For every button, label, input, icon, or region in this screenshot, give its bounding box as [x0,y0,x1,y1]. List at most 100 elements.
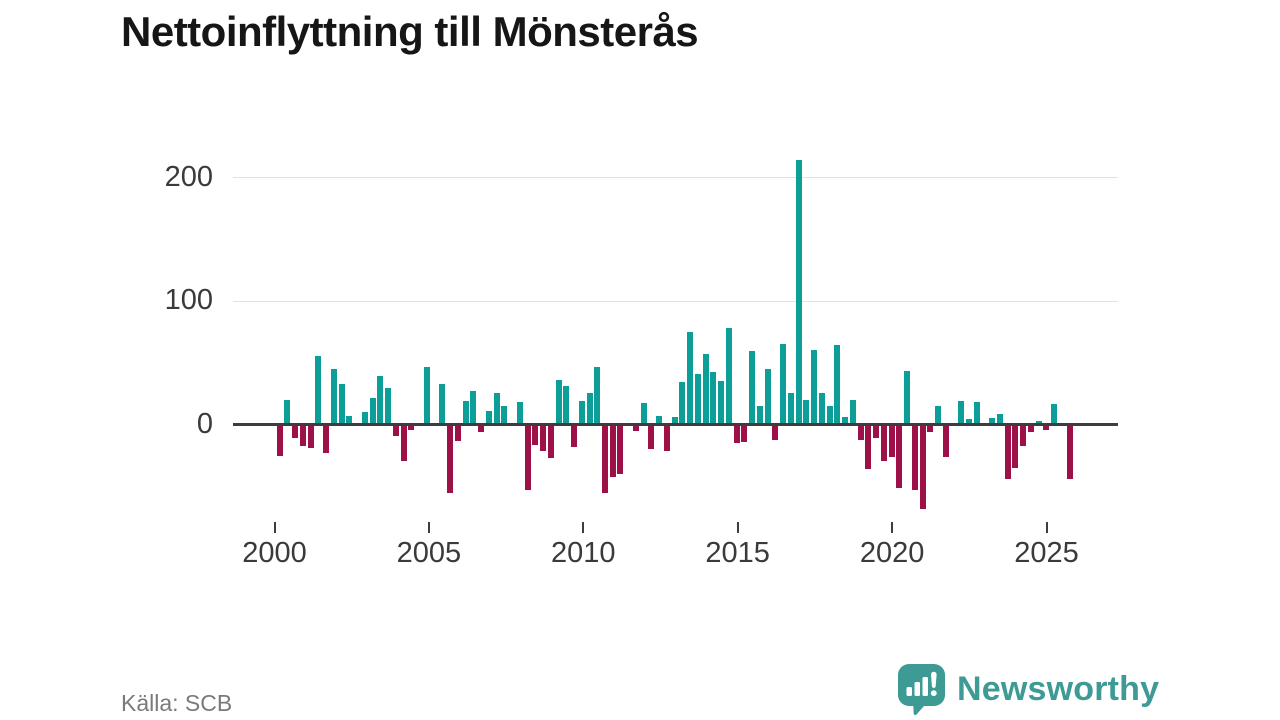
bar-2017-Q4 [826,405,833,423]
bar-2012-Q1 [648,426,655,450]
bar-2000-Q3 [292,426,299,439]
bar-2011-Q1 [617,426,624,475]
bar-2020-Q1 [896,426,903,488]
x-axis-label-2010: 2010 [551,537,616,569]
bar-2000-Q4 [299,426,306,446]
x-axis-tick-2005 [427,522,430,533]
bar-2021-Q3 [942,426,949,457]
bar-2001-Q4 [330,368,337,423]
x-axis-label-2020: 2020 [859,537,925,569]
bar-2013-Q3 [694,373,701,423]
bar-2001-Q1 [307,426,314,449]
bar-2005-Q3 [447,426,454,493]
bar-2006-Q1 [462,400,469,423]
bar-2004-Q2 [408,426,415,430]
bar-2009-Q2 [563,385,570,423]
bar-2003-Q1 [369,398,376,423]
bar-2023-Q3 [1004,426,1011,480]
bar-2022-Q2 [966,419,972,423]
bar-2013-Q1 [679,382,686,423]
source-caption: Källa: SCB [121,690,233,716]
bar-2013-Q2 [687,331,694,423]
bar-2003-Q2 [377,376,384,423]
bar-2009-Q1 [555,379,562,423]
bar-2019-Q2 [873,426,880,439]
gridline-y200 [233,177,1118,179]
x-axis-tick-2025 [1045,522,1048,533]
bar-2020-Q2 [904,371,911,423]
x-axis-tick-2020 [891,522,894,533]
bar-2011-Q4 [640,403,647,423]
x-axis-zero-line [233,423,1118,426]
bar-2013-Q4 [702,353,709,423]
x-axis-tick-2015 [736,522,739,533]
bar-2016-Q4 [795,160,802,423]
bar-2005-Q4 [454,426,461,441]
bar-2019-Q4 [888,426,895,457]
bar-2020-Q4 [919,426,926,509]
bar-2004-Q1 [400,426,407,461]
bar-2024-Q3 [1035,420,1042,423]
newsworthy-logo-text: Newsworthy [957,669,1160,708]
x-axis-label-2015: 2015 [705,537,770,569]
bar-2007-Q1 [493,393,500,423]
bar-2006-Q2 [470,390,477,423]
bar-2010-Q3 [601,426,608,493]
bar-2019-Q3 [880,426,887,461]
bar-2011-Q3 [632,426,639,431]
bar-2017-Q2 [811,350,818,423]
newsworthy-speech-bubble-bar-chart-icon [898,664,945,715]
bar-2016-Q3 [787,393,794,423]
bar-2003-Q3 [385,388,392,423]
bar-2024-Q4 [1043,426,1050,430]
bar-2000-Q1 [276,426,283,456]
bar-2006-Q3 [478,426,485,433]
bar-2003-Q4 [392,426,399,436]
y-axis-label-0: 0 [196,407,213,440]
bar-2015-Q3 [756,405,763,423]
bar-2008-Q1 [524,426,531,491]
bar-2024-Q2 [1027,426,1034,433]
y-axis-label-200: 200 [164,160,213,193]
bar-2022-Q1 [958,400,965,423]
bar-2007-Q4 [516,402,523,423]
bar-2014-Q1 [710,372,717,423]
bar-2004-Q4 [423,367,430,423]
bar-2018-Q4 [857,426,864,440]
bar-2021-Q2 [935,405,942,423]
bar-2022-Q3 [973,402,980,423]
bar-2007-Q2 [501,405,508,423]
bar-2017-Q3 [818,393,825,423]
bar-2021-Q1 [927,426,934,433]
bar-2012-Q3 [663,426,670,451]
gridline-y100 [233,300,1118,302]
bar-2005-Q2 [439,383,446,423]
bar-2002-Q4 [361,411,368,423]
bar-2018-Q2 [842,416,849,423]
x-axis-tick-2000 [273,522,276,533]
bar-2018-Q3 [849,399,856,423]
bar-2001-Q2 [315,356,322,423]
bar-2009-Q4 [578,400,585,423]
bar-2015-Q2 [749,351,756,423]
bar-2014-Q3 [725,328,732,423]
bar-2023-Q4 [1012,426,1019,468]
x-axis-label-2000: 2000 [242,537,307,569]
bar-2014-Q4 [733,426,740,444]
bar-2001-Q3 [323,426,330,454]
bar-2008-Q2 [532,426,539,445]
bar-2018-Q1 [834,345,841,423]
bar-2006-Q4 [485,410,492,423]
bar-2010-Q1 [586,393,593,423]
bar-2015-Q4 [764,368,771,423]
bar-2012-Q4 [671,416,678,423]
bar-2024-Q1 [1020,426,1027,446]
bar-2016-Q1 [772,426,779,440]
y-axis-label-100: 100 [164,284,213,317]
bar-2002-Q2 [346,415,353,423]
bar-2008-Q4 [547,426,554,459]
bar-2000-Q2 [284,399,291,423]
chart-title: Nettoinflyttning till Mönsterås [121,8,699,55]
